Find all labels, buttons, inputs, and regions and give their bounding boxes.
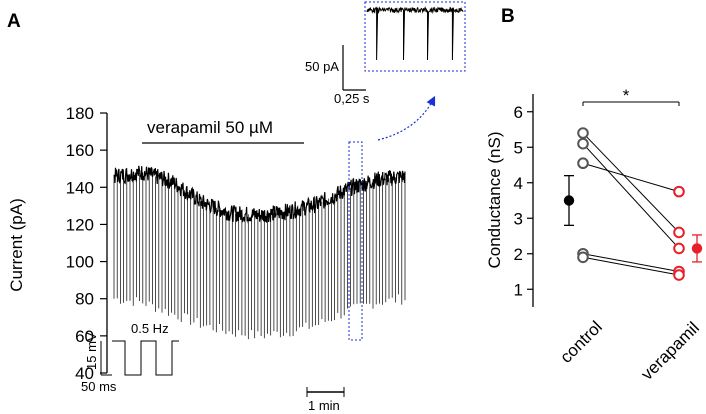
verapamil-point bbox=[673, 226, 685, 239]
a-y-ticks: 40 60 80 100 120 140 160 180 bbox=[66, 104, 107, 383]
b-y-tick-label: 3 bbox=[514, 209, 523, 228]
pair-line bbox=[582, 143, 680, 249]
a-y-axis-label: Current (pA) bbox=[7, 198, 26, 292]
control-point bbox=[577, 127, 589, 139]
holding-current-baseline bbox=[113, 165, 406, 224]
inset-time-label: 0,25 s bbox=[334, 91, 370, 106]
a-y-tick-label: 160 bbox=[66, 141, 94, 160]
zoom-region-box bbox=[348, 141, 363, 341]
a-y-tick-label: 40 bbox=[75, 364, 94, 383]
a-y-tick-label: 60 bbox=[75, 327, 94, 346]
pair-line bbox=[582, 253, 680, 272]
inset-amplitude-label: 50 pA bbox=[305, 59, 339, 74]
b-y-tick-label: 1 bbox=[514, 280, 523, 299]
a-y-tick-label: 100 bbox=[66, 253, 94, 272]
inset-box bbox=[364, 1, 466, 72]
pulse-responses bbox=[113, 172, 406, 340]
pair-line bbox=[582, 162, 680, 193]
x-category-control: control bbox=[556, 317, 606, 367]
b-y-ticks: 1 2 3 4 5 6 bbox=[514, 103, 533, 299]
panel-b-label: B bbox=[501, 6, 515, 27]
pulse-protocol bbox=[112, 340, 179, 376]
current-trace bbox=[113, 165, 406, 340]
significance-star: * bbox=[623, 86, 630, 105]
protocol-voltage-label: 15 mV bbox=[84, 332, 99, 370]
verapamil-mean-point bbox=[691, 243, 703, 254]
verapamil-point bbox=[673, 269, 685, 281]
b-y-tick-label: 6 bbox=[514, 103, 523, 122]
pair-line bbox=[582, 256, 680, 276]
control-point bbox=[577, 137, 589, 150]
a-y-tick-label: 140 bbox=[66, 178, 94, 197]
b-y-tick-label: 2 bbox=[514, 245, 523, 264]
b-y-tick-label: 4 bbox=[514, 174, 523, 193]
protocol-duration-label: 50 ms bbox=[81, 379, 117, 394]
verapamil-point bbox=[673, 185, 685, 198]
protocol-frequency-label: 0.5 Hz bbox=[131, 321, 169, 336]
a-y-tick-label: 80 bbox=[75, 290, 94, 309]
a-y-tick-label: 120 bbox=[66, 215, 94, 234]
pair-line bbox=[582, 132, 680, 233]
inset-trace bbox=[366, 6, 464, 61]
drug-label: verapamil 50 µM bbox=[147, 118, 273, 137]
a-y-tick-label: 180 bbox=[66, 104, 94, 123]
x-category-verapamil: verapamil bbox=[637, 318, 703, 384]
panel-a-label: A bbox=[7, 11, 21, 32]
b-plot-area bbox=[563, 127, 703, 281]
zoom-arrow bbox=[377, 95, 436, 141]
b-y-axis-label: Conductance (nS) bbox=[485, 131, 504, 268]
time-scale-label: 1 min bbox=[308, 398, 340, 413]
control-point bbox=[577, 157, 589, 170]
verapamil-point bbox=[673, 242, 685, 255]
control-mean-point bbox=[563, 195, 575, 206]
control-point bbox=[577, 251, 589, 264]
b-y-tick-label: 5 bbox=[514, 138, 523, 157]
